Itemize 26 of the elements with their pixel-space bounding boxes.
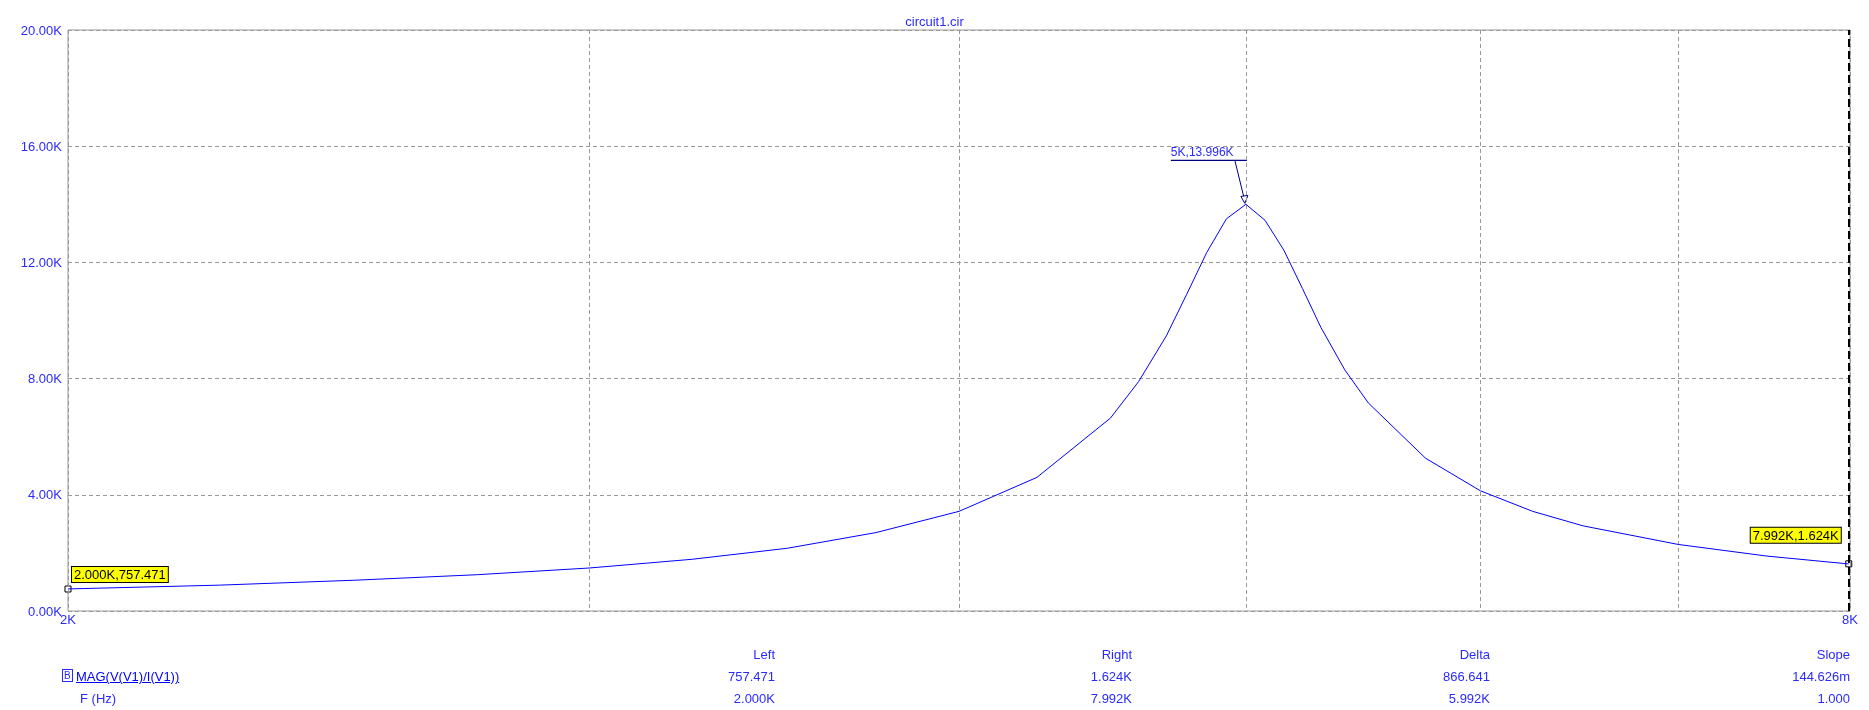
y-tick-label: 4.00K — [28, 487, 63, 503]
y-tick-label: 8.00K — [28, 371, 63, 387]
text: 7.992K — [1090, 691, 1132, 706]
text: 866.641 — [1443, 669, 1490, 684]
text: Slope — [1816, 647, 1850, 662]
x-tick-label: 2K — [60, 612, 77, 627]
text: Left — [753, 647, 775, 662]
y-tick-label: 12.00K — [20, 254, 63, 270]
text: 144.626m — [1792, 669, 1850, 684]
text: 1.624K — [1090, 669, 1132, 684]
text: 5.992K — [1448, 691, 1490, 706]
x-tick-label: 8K — [1842, 612, 1859, 627]
chart-title: circuit1.cir — [905, 14, 965, 29]
annotation: 5K,13.996K — [1170, 145, 1234, 160]
y-tick-label: 16.00K — [20, 138, 63, 154]
annotation: 7.992K,1.624K — [1752, 527, 1840, 543]
text: 2.000K — [733, 691, 775, 706]
text: MAG(V(V1)/I(V1)) — [76, 669, 180, 684]
text: 757.471 — [728, 669, 775, 684]
text: B — [62, 669, 73, 682]
text: 1.000 — [1817, 691, 1850, 706]
y-tick-label: 20.00K — [20, 22, 63, 38]
text: Delta — [1459, 647, 1490, 662]
annotation: 2.000K,757.471 — [74, 567, 166, 582]
text: Right — [1101, 647, 1132, 662]
text: F (Hz) — [80, 691, 117, 706]
